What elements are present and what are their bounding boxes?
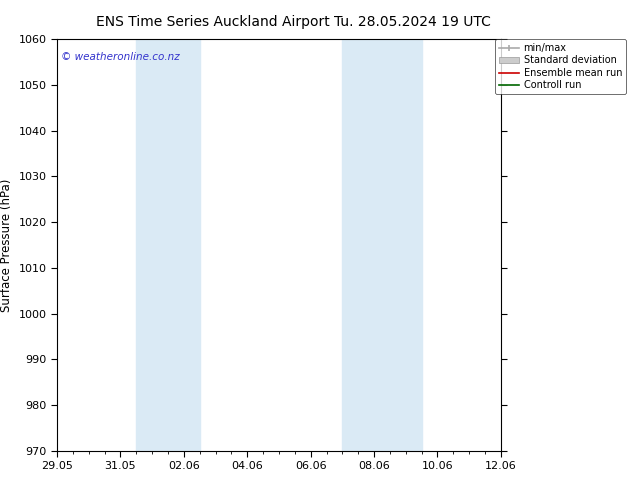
Text: ENS Time Series Auckland Airport: ENS Time Series Auckland Airport bbox=[96, 15, 329, 29]
Legend: min/max, Standard deviation, Ensemble mean run, Controll run: min/max, Standard deviation, Ensemble me… bbox=[495, 39, 626, 94]
Text: © weatheronline.co.nz: © weatheronline.co.nz bbox=[61, 51, 180, 62]
Bar bbox=[342, 39, 422, 451]
Text: Tu. 28.05.2024 19 UTC: Tu. 28.05.2024 19 UTC bbox=[333, 15, 491, 29]
Y-axis label: Surface Pressure (hPa): Surface Pressure (hPa) bbox=[0, 178, 13, 312]
Bar bbox=[136, 39, 200, 451]
